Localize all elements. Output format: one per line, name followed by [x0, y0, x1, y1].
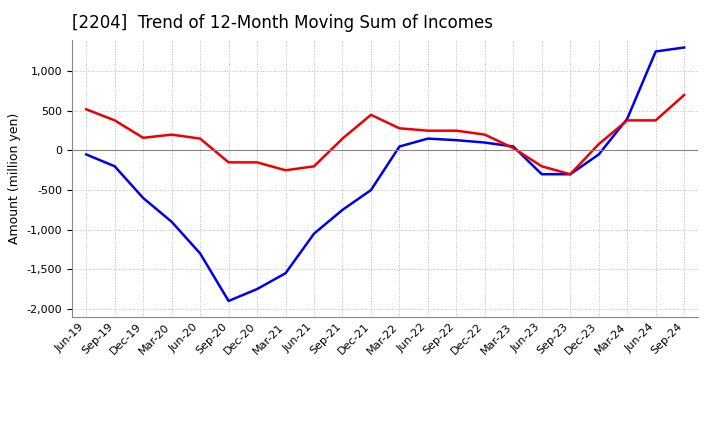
Ordinary Income — [82, 152, 91, 157]
Net Income — [566, 172, 575, 177]
Net Income — [452, 128, 461, 133]
Ordinary Income — [680, 45, 688, 50]
Ordinary Income — [537, 172, 546, 177]
Net Income — [282, 168, 290, 173]
Net Income — [652, 118, 660, 123]
Ordinary Income — [253, 286, 261, 292]
Ordinary Income — [167, 219, 176, 224]
Ordinary Income — [509, 144, 518, 149]
Net Income — [196, 136, 204, 141]
Ordinary Income — [282, 271, 290, 276]
Ordinary Income — [110, 164, 119, 169]
Net Income — [395, 126, 404, 131]
Net Income — [167, 132, 176, 137]
Net Income — [537, 164, 546, 169]
Text: [2204]  Trend of 12-Month Moving Sum of Incomes: [2204] Trend of 12-Month Moving Sum of I… — [72, 15, 493, 33]
Net Income — [310, 164, 318, 169]
Ordinary Income — [139, 195, 148, 201]
Ordinary Income — [623, 116, 631, 121]
Net Income — [110, 118, 119, 123]
Y-axis label: Amount (million yen): Amount (million yen) — [8, 113, 21, 244]
Net Income — [82, 106, 91, 112]
Net Income — [595, 142, 603, 147]
Net Income — [338, 136, 347, 141]
Ordinary Income — [452, 138, 461, 143]
Line: Ordinary Income: Ordinary Income — [86, 48, 684, 301]
Ordinary Income — [310, 231, 318, 236]
Net Income — [366, 112, 375, 117]
Ordinary Income — [595, 152, 603, 157]
Net Income — [509, 146, 518, 151]
Net Income — [623, 118, 631, 123]
Net Income — [680, 92, 688, 98]
Ordinary Income — [480, 140, 489, 145]
Ordinary Income — [196, 251, 204, 256]
Net Income — [139, 135, 148, 140]
Ordinary Income — [395, 144, 404, 149]
Ordinary Income — [566, 172, 575, 177]
Net Income — [423, 128, 432, 133]
Net Income — [480, 132, 489, 137]
Line: Net Income: Net Income — [86, 95, 684, 174]
Net Income — [253, 160, 261, 165]
Ordinary Income — [652, 49, 660, 54]
Ordinary Income — [338, 207, 347, 213]
Net Income — [225, 160, 233, 165]
Ordinary Income — [225, 298, 233, 304]
Ordinary Income — [366, 187, 375, 193]
Ordinary Income — [423, 136, 432, 141]
